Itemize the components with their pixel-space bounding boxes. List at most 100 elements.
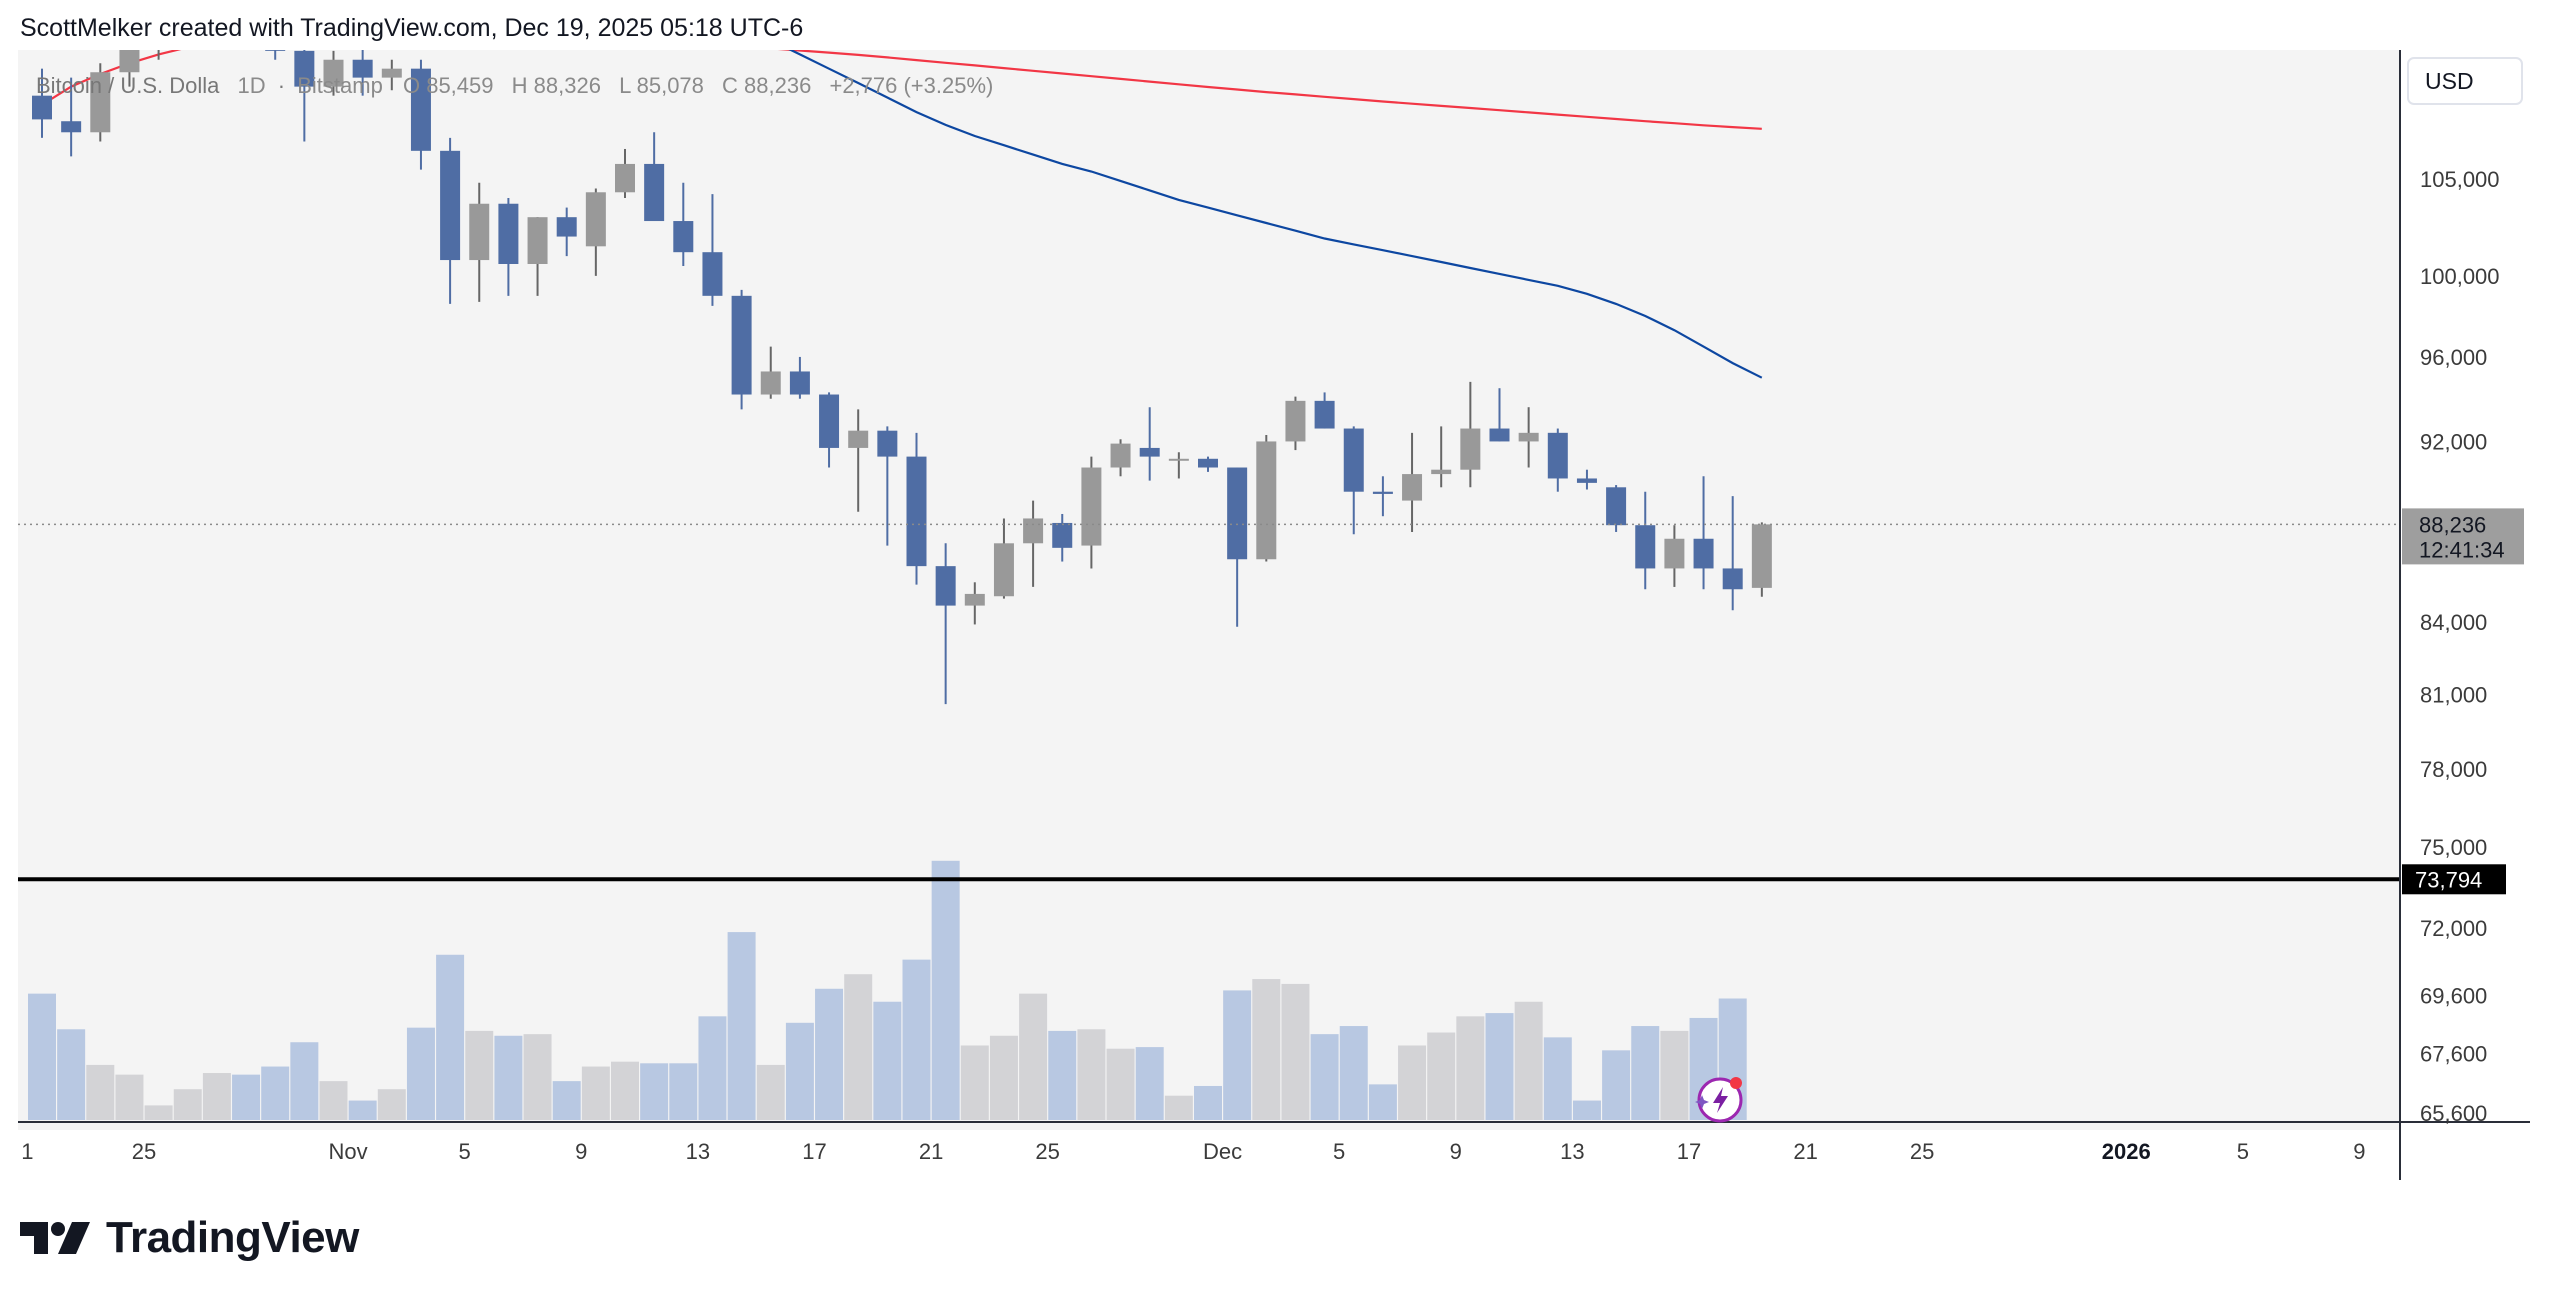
candle <box>1052 513 1073 562</box>
candle-body <box>1431 469 1452 475</box>
price-chart[interactable]: Bitcoin / U.S. Dolla 1D · Bitstamp O 85,… <box>0 50 2552 1180</box>
candle <box>1635 491 1656 590</box>
candle <box>789 356 810 399</box>
candle <box>731 289 752 410</box>
candle <box>1751 522 1772 597</box>
candle <box>1460 381 1481 488</box>
chart-container[interactable]: Bitcoin / U.S. Dolla 1D · Bitstamp O 85,… <box>0 50 2552 1180</box>
volume-bar <box>552 1081 581 1120</box>
candle-body <box>1285 400 1306 442</box>
volume-bar <box>1194 1085 1222 1120</box>
candle-body <box>848 430 869 448</box>
volume-bar <box>144 1105 173 1120</box>
candle <box>1518 407 1539 468</box>
high-value: 88,326 <box>534 73 601 98</box>
candle-body <box>1576 478 1597 483</box>
candle <box>323 50 344 96</box>
candle <box>1343 426 1364 535</box>
candle-body <box>294 50 315 87</box>
time-tick-label: 5 <box>1333 1139 1345 1164</box>
candle <box>877 426 898 546</box>
volume-bar <box>436 954 465 1120</box>
price-tick-label: 72,000 <box>2420 916 2487 941</box>
candle-body <box>906 456 927 567</box>
volume-bar <box>1339 1026 1368 1120</box>
candle <box>352 50 373 96</box>
candle <box>1431 426 1452 488</box>
volume-bar <box>581 1066 610 1120</box>
chart-background <box>18 50 2400 1130</box>
candle-body <box>964 593 985 606</box>
candle-body <box>32 95 52 120</box>
candle <box>1664 525 1685 587</box>
volume-bar <box>902 959 931 1120</box>
symbol-name: Bitcoin / U.S. Dolla <box>36 73 220 98</box>
chart-attribution: ScottMelker created with TradingView.com… <box>20 14 804 42</box>
price-axis-ticks: 105,000 100,000 96,000 92,000 84,000 81,000 78… <box>2420 167 2500 1126</box>
candle <box>760 346 781 399</box>
candle-body <box>1722 568 1743 590</box>
volume-bar <box>1077 1029 1106 1120</box>
candle-body <box>1198 458 1218 468</box>
volume-bar <box>319 1081 348 1120</box>
volume-bar <box>1368 1084 1397 1120</box>
interval-label: 1D <box>238 73 266 98</box>
time-tick-label: 2026 <box>2102 1139 2151 1164</box>
price-tick-label: 105,000 <box>2420 167 2500 192</box>
candle-body <box>410 68 431 151</box>
volume-bar <box>756 1064 785 1120</box>
currency-label[interactable]: USD <box>2425 68 2474 94</box>
volume-bar <box>873 1001 902 1120</box>
time-tick-label: 17 <box>802 1139 826 1164</box>
candle <box>1547 428 1568 492</box>
candle <box>819 392 840 468</box>
price-tick-label: 78,000 <box>2420 757 2487 782</box>
candle-body <box>731 295 752 395</box>
candle <box>1372 476 1393 517</box>
tradingview-brand[interactable]: TradingView <box>20 1208 359 1268</box>
candle-body <box>1023 518 1044 544</box>
candle-body <box>1751 524 1772 588</box>
price-tick-label: 69,600 <box>2420 983 2487 1008</box>
support-price-tag <box>2402 864 2506 895</box>
candle <box>1693 476 1714 590</box>
price-axis-panel[interactable] <box>2402 50 2530 1120</box>
candle <box>294 50 315 142</box>
candle-body <box>1110 443 1131 468</box>
candle <box>1198 456 1218 472</box>
volume-bar <box>960 1045 989 1120</box>
price-tick-label: 92,000 <box>2420 429 2487 454</box>
brand-name: TradingView <box>106 1213 359 1262</box>
currency-button[interactable]: USD <box>2407 57 2523 105</box>
change-value: +2,776 (+3.25%) <box>829 73 993 98</box>
time-tick-label: 13 <box>1560 1139 1584 1164</box>
volume-bar <box>1456 1016 1485 1120</box>
tradingview-logo-icon <box>20 1222 90 1254</box>
time-tick-label: 9 <box>1450 1139 1462 1164</box>
candle <box>644 132 665 222</box>
time-tick-label: 5 <box>459 1139 471 1164</box>
candle-body <box>1343 428 1364 492</box>
candle <box>498 198 519 296</box>
candle <box>993 518 1014 599</box>
ai-assistant-badge[interactable] <box>1695 1077 1743 1123</box>
volume-bar <box>1631 1026 1660 1120</box>
volume-bar <box>1485 1013 1514 1120</box>
time-tick-label: 13 <box>686 1139 710 1164</box>
candle <box>1314 392 1335 429</box>
volume-bar <box>1310 1034 1339 1120</box>
candle <box>90 63 111 142</box>
volume-bar <box>1602 1050 1631 1120</box>
candle-body <box>1693 538 1714 569</box>
candle <box>469 182 490 302</box>
candle <box>1402 432 1423 532</box>
volume-bar <box>290 1042 319 1120</box>
volume-bar <box>465 1030 494 1120</box>
candle <box>935 543 956 705</box>
candle-body <box>352 59 373 78</box>
moving-average-line <box>41 50 1762 130</box>
time-tick-label: Dec <box>1203 1139 1242 1164</box>
candle-body <box>1635 525 1656 569</box>
candle-body <box>1052 522 1073 548</box>
